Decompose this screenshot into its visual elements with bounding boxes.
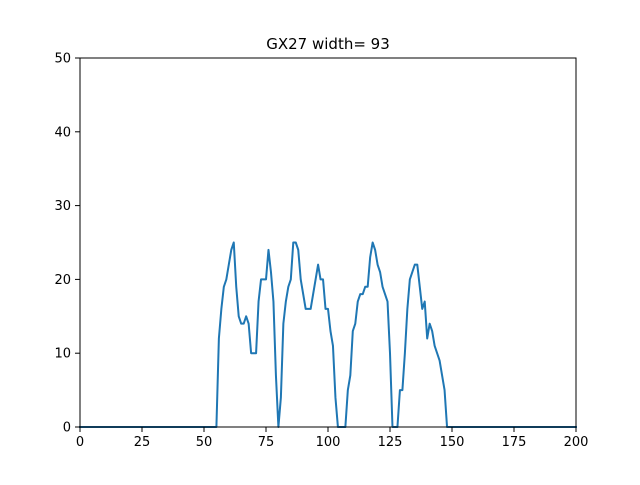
- x-tick-label: 50: [196, 435, 213, 450]
- x-tick-label: 0: [76, 435, 84, 450]
- chart-title: GX27 width= 93: [266, 35, 390, 53]
- y-tick-label: 40: [54, 125, 71, 140]
- plot-area: [80, 58, 576, 427]
- y-tick-label: 0: [63, 421, 71, 436]
- y-tick-label: 10: [54, 347, 71, 362]
- x-tick-label: 25: [134, 435, 151, 450]
- x-tick-label: 100: [316, 435, 341, 450]
- y-tick-label: 50: [54, 52, 71, 67]
- x-tick-label: 150: [440, 435, 465, 450]
- y-tick-label: 30: [54, 199, 71, 214]
- x-tick-label: 75: [258, 435, 275, 450]
- x-tick-label: 125: [378, 435, 403, 450]
- ticks-layer: 0 25 50 75 100 125 150 175 200 0 10 20 30 40 50: [54, 52, 588, 451]
- x-tick-label: 175: [502, 435, 527, 450]
- y-tick-label: 20: [54, 273, 71, 288]
- x-tick-label: 200: [564, 435, 589, 450]
